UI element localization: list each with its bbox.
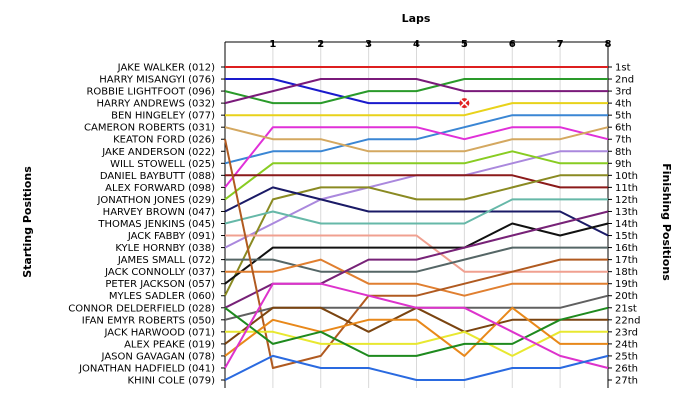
series-line-7 xyxy=(224,126,609,189)
start-position-label: KYLE HORNBY (038) xyxy=(115,243,215,254)
start-position-label: IFAN EMYR ROBERTS (050) xyxy=(82,315,215,326)
finish-position-label: 22nd xyxy=(615,315,640,326)
finish-position-label: 26th xyxy=(615,363,638,374)
series-line-26 xyxy=(224,282,609,369)
y-axis-label-right: Finishing Positions xyxy=(660,163,673,281)
finish-position-label: 2nd xyxy=(615,75,634,86)
series-line-23 xyxy=(225,330,608,357)
start-position-label: JONATHAN HADFIELD (041) xyxy=(78,363,215,374)
series-line-17 xyxy=(225,246,608,273)
start-position-label: CONNOR DELDERFIELD (028) xyxy=(68,303,215,314)
start-position-label: ROBBIE LIGHTFOOT (096) xyxy=(86,87,215,98)
axis-labels: JAKE WALKER (012)HARRY MISANGYI (076)ROB… xyxy=(68,39,640,387)
series-line-15 xyxy=(225,234,608,273)
start-position-label: JAKE ANDERSON (022) xyxy=(101,147,215,158)
start-position-label: CAMERON ROBERTS (031) xyxy=(84,123,215,134)
start-position-label: JASON GAVAGAN (078) xyxy=(101,351,216,362)
finish-position-label: 3rd xyxy=(615,87,632,98)
series-line-10 xyxy=(224,150,608,201)
finish-position-label: 27th xyxy=(615,376,638,387)
series-line-11 xyxy=(225,174,608,189)
finish-position-label: 13th xyxy=(615,207,638,218)
finish-position-label: 11th xyxy=(615,183,638,194)
finish-position-label: 15th xyxy=(615,231,638,242)
start-position-label: HARRY ANDREWS (032) xyxy=(97,99,216,110)
finish-position-label: 5th xyxy=(615,111,632,122)
series-line-16 xyxy=(224,222,609,285)
series-line-20 xyxy=(224,138,608,369)
finish-position-label: 7th xyxy=(615,135,632,146)
start-position-label: BEN HINGELEY (077) xyxy=(111,111,215,122)
start-position-label: HARRY MISANGYI (076) xyxy=(99,75,215,86)
start-position-label: JACK CONNOLLY (037) xyxy=(104,267,215,278)
finish-position-label: 17th xyxy=(615,255,638,266)
x-tick-label: 6 xyxy=(509,39,516,50)
x-tick-label: 3 xyxy=(365,39,372,50)
finish-position-label: 12th xyxy=(615,195,638,206)
finish-position-label: 25th xyxy=(615,351,638,362)
x-tick-label: 2 xyxy=(317,39,324,50)
start-position-label: THOMAS JENKINS (045) xyxy=(97,219,215,230)
start-position-label: JONATHON JONES (029) xyxy=(96,195,215,206)
series-line-24 xyxy=(224,306,608,357)
series-line-4 xyxy=(224,78,608,105)
finish-position-label: 9th xyxy=(615,159,632,170)
retired-marker xyxy=(459,98,470,109)
start-position-label: WILL STOWELL (025) xyxy=(110,159,215,170)
finish-position-label: 16th xyxy=(615,243,638,254)
finish-position-label: 1st xyxy=(615,63,631,74)
start-position-label: KHINI COLE (079) xyxy=(128,376,216,387)
finish-position-label: 8th xyxy=(615,147,632,158)
start-position-label: MYLES SADLER (060) xyxy=(109,291,215,302)
start-position-label: HARVEY BROWN (047) xyxy=(103,207,215,218)
finish-position-label: 14th xyxy=(615,219,638,230)
series-line-27 xyxy=(224,354,609,381)
start-position-label: ALEX FORWARD (098) xyxy=(105,183,215,194)
series-lines xyxy=(224,66,609,381)
x-tick-label: 7 xyxy=(557,39,564,50)
start-position-label: JAMES SMALL (072) xyxy=(117,255,215,266)
retired-marker-cross xyxy=(460,99,469,108)
x-tick-label: 5 xyxy=(461,39,468,50)
start-position-label: PETER JACKSON (057) xyxy=(105,279,215,290)
series-line-13 xyxy=(224,186,609,237)
series-line-18 xyxy=(225,258,608,297)
start-position-label: KEATON FORD (026) xyxy=(113,135,215,146)
series-line-6 xyxy=(224,114,608,165)
series-line-8 xyxy=(224,126,609,153)
finish-position-label: 21st xyxy=(615,303,637,314)
start-position-label: JAKE WALKER (012) xyxy=(117,63,215,74)
finish-position-label: 4th xyxy=(615,99,632,110)
start-position-label: JACK FABBY (091) xyxy=(127,231,215,242)
finish-position-label: 23rd xyxy=(615,327,638,338)
x-tick-label: 4 xyxy=(413,39,420,50)
chart-title: Laps xyxy=(402,12,431,25)
start-position-label: JACK HARWOOD (071) xyxy=(104,327,216,338)
finish-position-label: 19th xyxy=(615,279,638,290)
series-line-5 xyxy=(225,102,608,117)
finish-position-label: 6th xyxy=(615,123,632,134)
x-tick-label: 1 xyxy=(269,39,276,50)
series-line-12 xyxy=(224,174,608,297)
finish-position-label: 18th xyxy=(615,267,638,278)
y-axis-label-left: Starting Positions xyxy=(21,166,34,278)
start-position-label: DANIEL BAYBUTT (088) xyxy=(100,171,215,182)
series-line-3 xyxy=(224,78,608,105)
start-position-label: ALEX PEAKE (019) xyxy=(124,339,215,350)
finish-position-label: 20th xyxy=(615,291,638,302)
x-tick-label: 8 xyxy=(605,39,612,50)
finish-position-label: 10th xyxy=(615,171,638,182)
finish-position-label: 24th xyxy=(615,339,638,350)
series-line-25 xyxy=(224,306,609,357)
series-line-14 xyxy=(224,198,608,225)
